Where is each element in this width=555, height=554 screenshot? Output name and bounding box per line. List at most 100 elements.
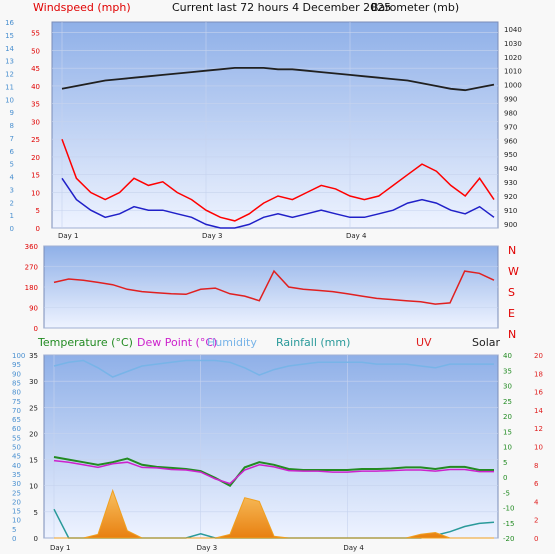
humidity-tick-label: 65 xyxy=(12,416,21,424)
barometer-tick-label: 910 xyxy=(504,207,517,215)
compass-label: S xyxy=(508,286,515,299)
humidity-tick-label: 85 xyxy=(12,379,21,387)
dewpoint-tick-label: 10 xyxy=(503,444,512,452)
dewpoint-tick-label: 30 xyxy=(503,383,512,391)
barometer-tick-label: 970 xyxy=(504,123,517,131)
humidity-tick-label: 25 xyxy=(12,489,21,497)
wind-direction-line xyxy=(53,269,495,305)
humidity-series-line xyxy=(53,359,494,378)
uv-tick-label: 4 xyxy=(534,498,539,506)
barometer-tick-label: 1030 xyxy=(504,40,522,48)
wind-tick-label: 20 xyxy=(31,154,40,162)
temp-tick-label: 30 xyxy=(29,378,38,386)
barometer-tick-label: 920 xyxy=(504,193,517,201)
dewpoint-tick-label: 15 xyxy=(503,428,512,436)
barometer-tick-label: 990 xyxy=(504,96,517,104)
beaufort-tick-label: 14 xyxy=(5,45,14,53)
chart-title: Current last 72 hours 4 December 2025 xyxy=(172,1,391,14)
humidity-tick-label: 60 xyxy=(12,425,21,433)
dewpoint-tick-label: -20 xyxy=(503,535,514,543)
compass-label: N xyxy=(508,244,516,257)
barometer-tick-label: 980 xyxy=(504,109,517,117)
dewpoint-tick-label: -10 xyxy=(503,505,514,513)
humidity-tick-label: 10 xyxy=(12,517,21,525)
compass-label: E xyxy=(508,307,515,320)
uv-tick-label: 12 xyxy=(534,425,543,433)
beaufort-tick-label: 16 xyxy=(5,19,14,27)
temp-tick-label: 15 xyxy=(29,457,38,465)
direction-tick-label: 360 xyxy=(25,243,38,251)
temp-tick-label: 35 xyxy=(29,352,38,360)
direction-tick-label: 180 xyxy=(25,284,38,292)
barometer-tick-label: 1040 xyxy=(504,26,522,34)
barometer-tick-label: 1020 xyxy=(504,54,522,62)
barometer-tick-label: 960 xyxy=(504,137,517,145)
day-label: Day 1 xyxy=(50,544,71,552)
dewpoint-legend: Dew Point (°C) xyxy=(137,336,217,349)
beaufort-tick-label: 4 xyxy=(10,174,15,182)
beaufort-tick-label: 11 xyxy=(5,83,14,91)
temperature-series-line xyxy=(53,456,494,487)
uv-tick-label: 6 xyxy=(534,480,539,488)
wind-tick-label: 35 xyxy=(31,101,40,109)
humidity-tick-label: 30 xyxy=(12,480,21,488)
direction-tick-label: 90 xyxy=(29,305,38,313)
wind-tick-label: 5 xyxy=(36,207,40,215)
uv-tick-label: 14 xyxy=(534,407,543,415)
uv-tick-label: 18 xyxy=(534,370,543,378)
beaufort-tick-label: 12 xyxy=(5,71,14,79)
barometer-tick-label: 940 xyxy=(504,165,517,173)
wind-tick-label: 55 xyxy=(31,30,40,38)
uv-tick-label: 20 xyxy=(534,352,543,360)
humidity-tick-label: 95 xyxy=(12,361,21,369)
humidity-tick-label: 90 xyxy=(12,370,21,378)
barometer-tick-label: 930 xyxy=(504,179,517,187)
beaufort-tick-label: 15 xyxy=(5,32,14,40)
rainfall-legend: Rainfall (mm) xyxy=(276,336,350,349)
beaufort-tick-label: 7 xyxy=(10,135,14,143)
dewpoint-tick-label: 20 xyxy=(503,413,512,421)
wind-tick-label: 10 xyxy=(31,189,40,197)
barometer-series-line xyxy=(61,67,495,92)
average-series-line xyxy=(61,177,495,229)
beaufort-tick-label: 3 xyxy=(10,186,14,194)
day-label: Day 3 xyxy=(197,544,218,552)
humidity-tick-label: 5 xyxy=(12,526,16,534)
uv-tick-label: 10 xyxy=(534,444,543,452)
wind-tick-label: 40 xyxy=(31,83,40,91)
dewpoint-tick-label: 5 xyxy=(503,459,507,467)
temp-tick-label: 10 xyxy=(29,483,38,491)
beaufort-tick-label: 10 xyxy=(5,96,14,104)
compass-label: N xyxy=(508,328,516,341)
gust-series-line xyxy=(61,138,495,222)
beaufort-tick-label: 5 xyxy=(10,161,14,169)
beaufort-tick-label: 0 xyxy=(10,225,14,233)
day-label: Day 4 xyxy=(343,544,364,552)
humidity-tick-label: 70 xyxy=(12,407,21,415)
humidity-tick-label: 80 xyxy=(12,389,21,397)
temp-tick-label: 0 xyxy=(34,535,38,543)
wind-tick-label: 25 xyxy=(31,136,40,144)
beaufort-tick-label: 9 xyxy=(10,109,14,117)
wind-panel xyxy=(51,21,499,229)
humidity-tick-label: 35 xyxy=(12,471,21,479)
day-label: Day 3 xyxy=(202,232,223,240)
day-label: Day 4 xyxy=(346,232,367,240)
uv-tick-label: 2 xyxy=(534,517,538,525)
temperature-legend: Temperature (°C) xyxy=(37,336,133,349)
humidity-tick-label: 20 xyxy=(12,498,21,506)
beaufort-tick-label: 8 xyxy=(10,122,14,130)
uv-tick-label: 16 xyxy=(534,389,543,397)
windspeed-axis-title: Windspeed (mph) xyxy=(33,1,131,14)
uv-legend: UV xyxy=(416,336,432,349)
barometer-tick-label: 900 xyxy=(504,221,517,229)
wind-tick-label: 0 xyxy=(36,225,40,233)
uv-tick-label: 8 xyxy=(534,462,538,470)
temp-tick-label: 20 xyxy=(29,430,38,438)
barometer-tick-label: 1010 xyxy=(504,68,522,76)
barometer-tick-label: 950 xyxy=(504,151,517,159)
dewpoint-series-line xyxy=(53,459,494,485)
beaufort-tick-label: 6 xyxy=(10,148,15,156)
